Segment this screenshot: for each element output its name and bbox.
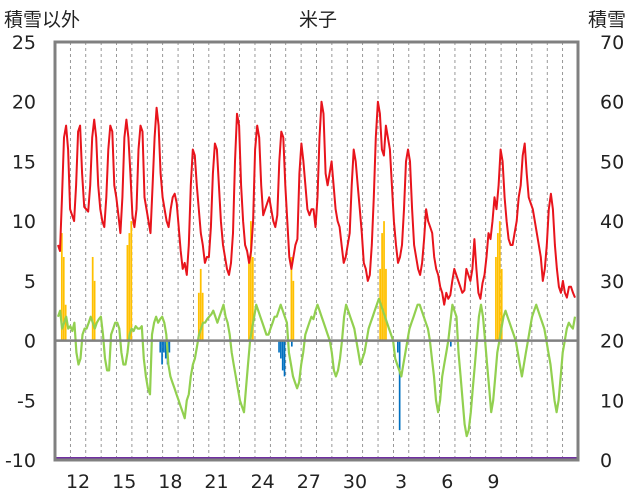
series-orange-bar (62, 256, 65, 341)
series-orange-bar (383, 221, 385, 341)
series-orange-bar (292, 280, 295, 341)
x-tick-label: 21 (204, 471, 228, 493)
series-orange-bar (381, 233, 383, 341)
tick-labels-group: -10 -5 0 5 10 15 20 25 0 10 20 30 40 50 60 70 12 15 18 21 24… (5, 32, 624, 493)
x-tick-label: 9 (487, 471, 499, 493)
series-blue-bar (161, 340, 163, 365)
x-tick-label: 24 (251, 471, 275, 493)
series-blue-bar (449, 340, 452, 347)
right-tick-label: 70 (600, 32, 624, 54)
left-tick-label: 0 (24, 331, 36, 353)
series-orange-bar (250, 221, 252, 341)
vertical-gridlines (69, 42, 564, 460)
right-axis-title: 積雪 (588, 9, 626, 31)
series-orange-bar (248, 256, 250, 341)
x-tick-label: 27 (297, 471, 321, 493)
series-blue-bar (164, 340, 167, 359)
right-tick-label: 0 (600, 450, 612, 472)
plot-frame (53, 40, 580, 462)
series-orange-bar (385, 268, 387, 341)
x-tick-label: 6 (441, 471, 453, 493)
series-orange-bar (495, 256, 497, 341)
series-orange-bar (197, 292, 200, 341)
series-orange-bar (60, 233, 63, 341)
x-tick-label: 3 (395, 471, 407, 493)
x-tick-label: 18 (158, 471, 182, 493)
left-axis-title: 積雪以外 (4, 9, 80, 31)
chart-title: 米子 (299, 9, 337, 31)
x-tick-label: 30 (343, 471, 367, 493)
right-tick-label: 50 (600, 151, 624, 173)
left-tick-label: 25 (12, 32, 36, 54)
series-orange-bar (290, 256, 293, 341)
series-orange-bar (498, 221, 501, 341)
right-tick-label: 60 (600, 92, 624, 114)
series-blue-bar (281, 340, 284, 371)
series-orange-bar (496, 233, 499, 341)
series-blue-bar (398, 340, 401, 431)
left-tick-label: 5 (24, 271, 36, 293)
left-tick-label: -10 (5, 450, 36, 472)
series-orange-bar (199, 268, 202, 341)
series-orange-bar (128, 233, 131, 341)
left-tick-label: -5 (17, 390, 36, 412)
right-tick-label: 10 (600, 390, 624, 412)
left-tick-label: 15 (12, 151, 36, 173)
series-red-line (57, 100, 576, 306)
x-tick-label: 15 (112, 471, 136, 493)
series-blue-bar (159, 340, 162, 353)
x-tick-label: 12 (66, 471, 90, 493)
series-blue-bar (396, 340, 399, 353)
right-tick-label: 20 (600, 331, 624, 353)
series-orange-bar (91, 256, 94, 341)
right-tick-label: 30 (600, 271, 624, 293)
series-orange-bar (130, 221, 133, 341)
right-tick-label: 40 (600, 211, 624, 233)
series-blue-bar (283, 340, 286, 377)
left-tick-label: 10 (12, 211, 36, 233)
series-orange-bar (64, 304, 67, 341)
series-orange-bar (500, 268, 503, 341)
series-blue-bar (168, 340, 171, 353)
series-green-line (56, 297, 577, 438)
series-blue-bar (280, 340, 282, 359)
series-orange-bar (93, 280, 96, 341)
series-orange-bar (126, 245, 129, 341)
series-blue-bar (291, 340, 293, 347)
series-blue-bar (163, 340, 165, 353)
series-orange-bar (201, 292, 204, 341)
axes-group (53, 40, 580, 462)
series-orange-bar (251, 256, 254, 341)
left-tick-label: 20 (12, 92, 36, 114)
series-blue-bar (278, 340, 280, 353)
